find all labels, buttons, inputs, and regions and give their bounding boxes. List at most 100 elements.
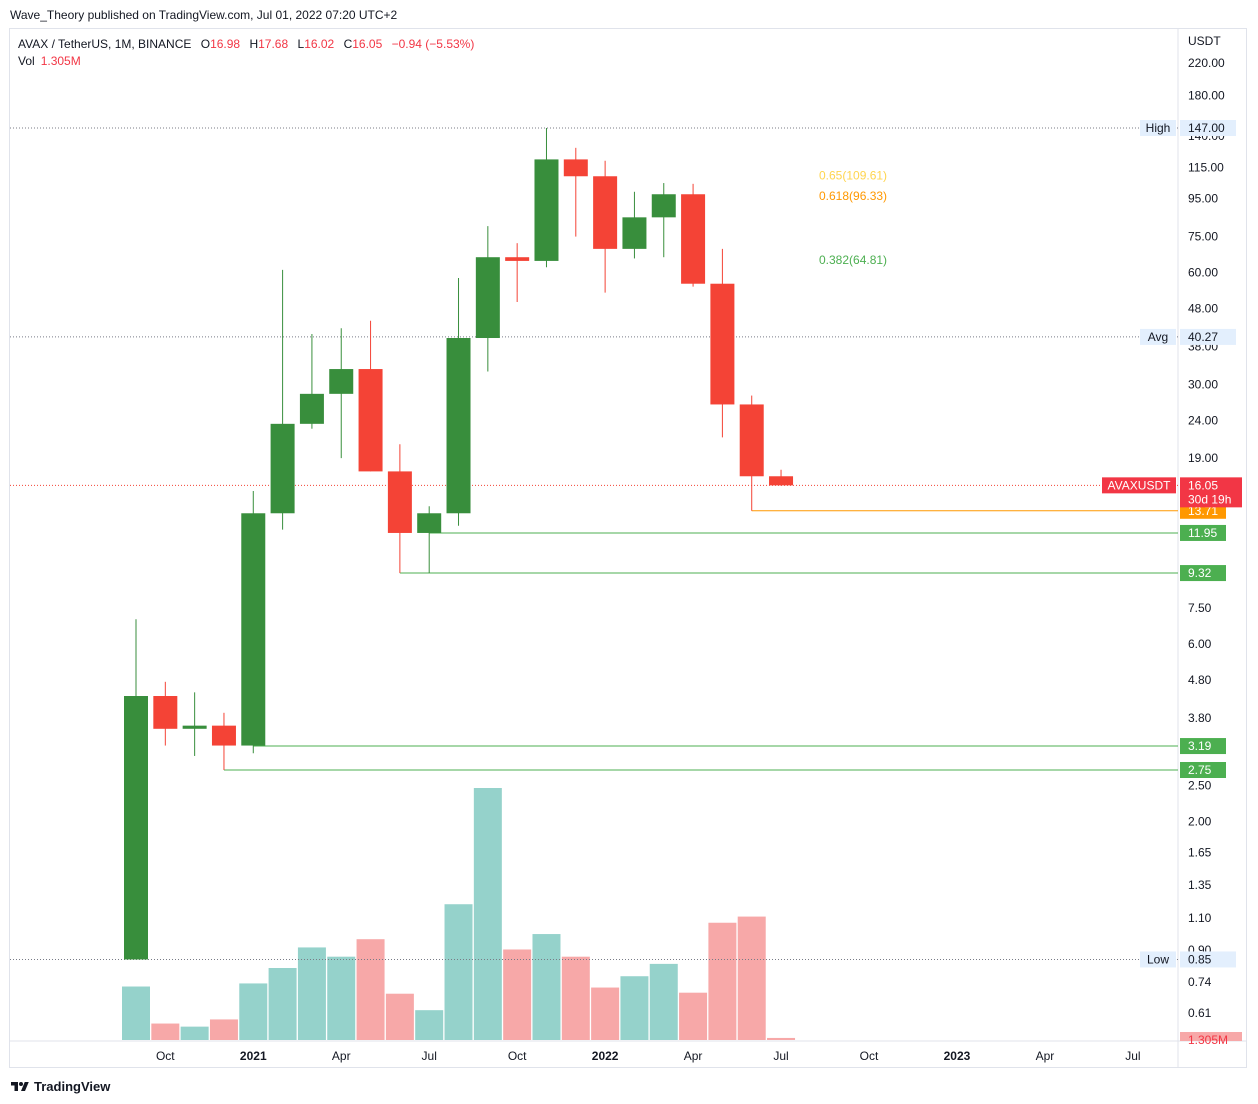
legend-symbol: AVAX / TetherUS, 1M, BINANCE <box>18 37 192 51</box>
volume-bar <box>620 976 649 1040</box>
marker-price-tag <box>1180 328 1236 345</box>
last-countdown-label: 30d 19h <box>1188 492 1231 506</box>
last-symbol-tag <box>1102 477 1176 494</box>
volume-bar <box>503 949 532 1040</box>
volume-bar <box>239 983 268 1040</box>
candle-body <box>211 725 236 746</box>
level-price-tag <box>1180 738 1226 755</box>
y-tick-label: 95.00 <box>1188 191 1218 205</box>
volume-bar <box>327 956 356 1040</box>
volume-bar <box>473 788 502 1040</box>
y-tick-label: 115.00 <box>1188 161 1224 175</box>
y-tick-label: 3.80 <box>1188 711 1212 725</box>
x-tick-label: Oct <box>156 1049 175 1063</box>
volume-price-label: 1.305M <box>1188 1033 1228 1047</box>
volume-bar <box>385 993 414 1040</box>
marker-tag <box>1140 951 1176 968</box>
marker-price-label: 147.00 <box>1188 121 1225 135</box>
volume-bar <box>649 963 678 1040</box>
candle-body <box>417 513 442 533</box>
legend-open-label: O <box>200 37 211 51</box>
volume-bar <box>180 1026 209 1040</box>
y-tick-label: 180.00 <box>1188 88 1225 102</box>
y-tick-label: 1.10 <box>1188 911 1212 925</box>
x-tick-label: Apr <box>332 1049 351 1063</box>
chart-frame <box>9 28 1247 1068</box>
tradingview-logo-icon <box>11 1081 29 1091</box>
marker-tag-label: Low <box>1147 952 1169 966</box>
last-price-label: 16.05 <box>1188 478 1218 492</box>
footer-brand-text: TradingView <box>34 1079 111 1094</box>
last-price-tag <box>1180 477 1242 508</box>
legend-close-label: C <box>343 37 353 51</box>
footer-brand[interactable]: TradingView <box>10 1079 110 1094</box>
x-tick-label: Oct <box>860 1049 879 1063</box>
x-tick-label: Apr <box>1036 1049 1055 1063</box>
y-tick-label: 2.50 <box>1188 778 1212 792</box>
candle-body <box>270 423 295 514</box>
level-price-label: 9.32 <box>1188 566 1212 580</box>
y-tick-label: 4.80 <box>1188 673 1212 687</box>
fib-label: 0.382(64.81) <box>819 253 887 267</box>
marker-tag-label: Avg <box>1148 330 1168 344</box>
legend-high: 17.68 <box>258 37 289 51</box>
publisher-line: Wave_Theory published on TradingView.com… <box>10 8 398 22</box>
candle-body <box>563 159 588 177</box>
candle-body <box>475 257 500 339</box>
marker-price-label: 40.27 <box>1188 330 1218 344</box>
candle-body <box>446 338 471 514</box>
legend-high-label: H <box>249 37 259 51</box>
volume-bar <box>561 956 590 1040</box>
y-tick-label: 19.00 <box>1188 451 1218 465</box>
volume-bar <box>444 904 473 1040</box>
y-tick-label: 6.00 <box>1188 637 1212 651</box>
y-tick-label: 0.61 <box>1188 1006 1212 1020</box>
x-tick-label: Jul <box>1125 1049 1140 1063</box>
volume-bar <box>679 992 708 1040</box>
y-tick-label: 1.35 <box>1188 878 1212 892</box>
legend-close: 16.05 <box>352 37 383 51</box>
price-axis-currency: USDT <box>1188 34 1221 48</box>
x-tick-label: 2022 <box>592 1049 619 1063</box>
y-tick-label: 75.00 <box>1188 230 1218 244</box>
candle-body <box>329 369 354 394</box>
x-tick-label: Oct <box>508 1049 527 1063</box>
x-tick-label: Jul <box>422 1049 437 1063</box>
volume-bar <box>532 934 561 1040</box>
marker-price-tag <box>1180 120 1236 136</box>
candle-body <box>241 513 266 746</box>
chart-legend: AVAX / TetherUS, 1M, BINANCE O16.98 H17.… <box>18 36 474 70</box>
volume-bar <box>767 1037 796 1040</box>
volume-bar <box>708 922 737 1040</box>
volume-bar <box>209 1019 238 1040</box>
volume-price-tag <box>1180 1032 1242 1041</box>
last-symbol-label: AVAXUSDT <box>1108 478 1172 492</box>
candle-body <box>182 725 207 729</box>
candle-body <box>769 476 794 486</box>
y-tick-label: 48.00 <box>1188 302 1218 316</box>
fib-label: 0.65(109.61) <box>819 168 887 182</box>
legend-low-label: L <box>297 37 305 51</box>
marker-tag <box>1140 120 1176 136</box>
x-tick-label: Jul <box>773 1049 788 1063</box>
volume-bar <box>297 947 326 1040</box>
candle-body <box>622 217 647 249</box>
level-price-tag <box>1180 762 1226 778</box>
candle-body <box>593 176 618 249</box>
level-price-label: 3.19 <box>1188 739 1212 753</box>
y-tick-label: 7.50 <box>1188 601 1212 615</box>
candle-body <box>739 404 764 477</box>
marker-price-tag <box>1180 951 1236 968</box>
y-tick-label: 0.74 <box>1188 975 1212 989</box>
volume-bar <box>737 916 766 1040</box>
y-tick-label: 1.65 <box>1188 845 1212 859</box>
volume-bar <box>151 1023 180 1040</box>
candle-body <box>358 369 383 472</box>
legend-low: 16.02 <box>304 37 335 51</box>
volume-bar <box>122 986 150 1040</box>
candle-body <box>710 283 735 405</box>
y-tick-label: 2.00 <box>1188 814 1212 828</box>
x-tick-label: 2021 <box>240 1049 267 1063</box>
candle-body <box>651 194 676 218</box>
